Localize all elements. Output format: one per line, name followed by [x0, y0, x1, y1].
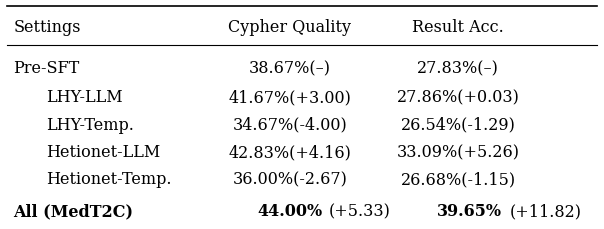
Text: Hetionet-Temp.: Hetionet-Temp. [47, 171, 172, 188]
Text: Hetionet-LLM: Hetionet-LLM [47, 143, 161, 160]
Text: All (MedT2C): All (MedT2C) [13, 202, 133, 219]
Text: 42.83%(+4.16): 42.83%(+4.16) [228, 143, 352, 160]
Text: 38.67%(–): 38.67%(–) [249, 60, 331, 76]
Text: Settings: Settings [13, 19, 81, 36]
Text: 39.65%: 39.65% [437, 202, 503, 219]
Text: Cypher Quality: Cypher Quality [228, 19, 352, 36]
Text: 41.67%(+3.00): 41.67%(+3.00) [228, 89, 352, 106]
Text: 36.00%(-2.67): 36.00%(-2.67) [233, 171, 347, 188]
Text: 26.68%(-1.15): 26.68%(-1.15) [401, 171, 516, 188]
Text: 33.09%(+5.26): 33.09%(+5.26) [397, 143, 520, 160]
Text: LHY-LLM: LHY-LLM [47, 89, 123, 106]
Text: Result Acc.: Result Acc. [413, 19, 504, 36]
Text: 26.54%(-1.29): 26.54%(-1.29) [401, 116, 516, 133]
Text: 27.86%(+0.03): 27.86%(+0.03) [397, 89, 520, 106]
Text: 27.83%(–): 27.83%(–) [417, 60, 500, 76]
Text: LHY-Temp.: LHY-Temp. [47, 116, 134, 133]
Text: Pre-SFT: Pre-SFT [13, 60, 80, 76]
Text: (+5.33): (+5.33) [329, 202, 391, 219]
Text: 34.67%(-4.00): 34.67%(-4.00) [233, 116, 347, 133]
Text: 44.00%: 44.00% [257, 202, 322, 219]
Text: (+11.82): (+11.82) [509, 202, 582, 219]
